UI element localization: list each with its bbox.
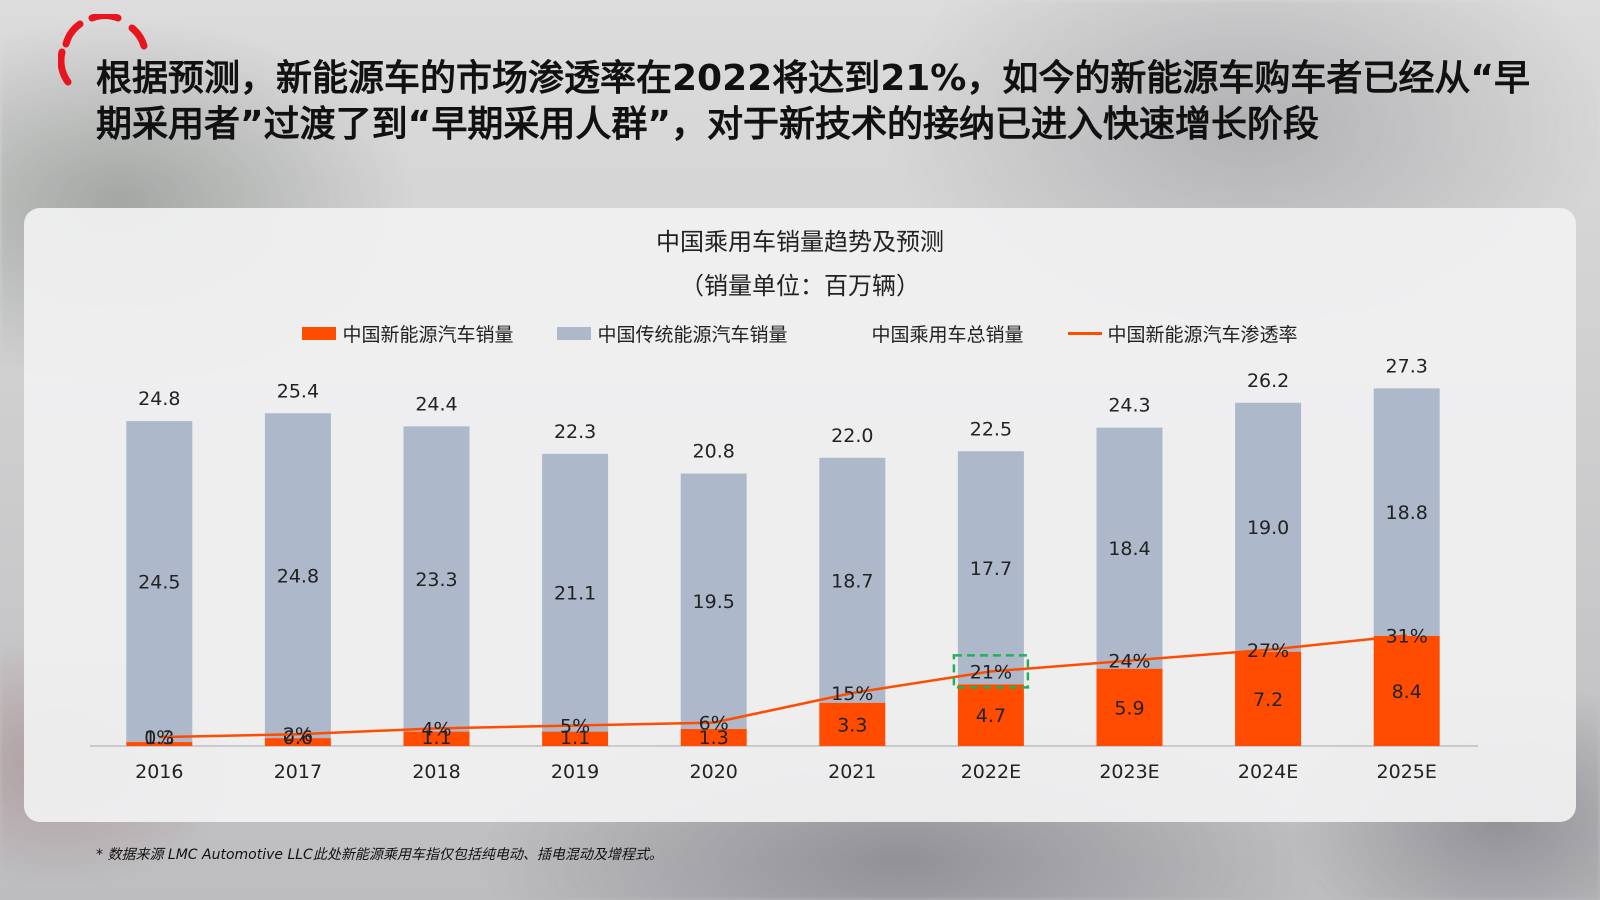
label-total-2020: 20.8	[693, 441, 735, 463]
label-rate-2018: 4%	[421, 718, 451, 740]
label-total-2024E: 26.2	[1247, 370, 1289, 392]
label-nev-2025E: 8.4	[1392, 681, 1422, 703]
title-accent-mark	[58, 14, 148, 86]
bar-ice-2024E	[1235, 402, 1302, 652]
label-ice-2018: 23.3	[415, 569, 457, 591]
bar-nev-2019	[542, 731, 609, 746]
label-total-2022E: 22.5	[970, 418, 1012, 440]
chart-legend: 中国新能源汽车销量 中国传统能源汽车销量 中国乘用车总销量 中国新能源汽车渗透率	[24, 320, 1576, 347]
legend-label-total: 中国乘用车总销量	[871, 324, 1024, 346]
chart-panel: 中国乘用车销量趋势及预测 （销量单位：百万辆） 中国新能源汽车销量 中国传统能源…	[24, 208, 1576, 822]
label-nev-2016: 0.3	[144, 727, 174, 749]
highlight-box-2022E	[952, 654, 1030, 689]
legend-label-rate: 中国新能源汽车渗透率	[1107, 324, 1298, 346]
bar-ice-2022E	[957, 451, 1024, 685]
bar-ice-2020	[680, 473, 747, 729]
label-rate-2016: 1%	[144, 727, 174, 749]
legend-item-total: 中国乘用车总销量	[832, 320, 1024, 347]
bar-ice-2016	[126, 421, 193, 743]
tick-label-2021: 2021	[828, 761, 876, 783]
tick-label-2022E: 2022E	[961, 761, 1021, 783]
label-ice-2019: 21.1	[554, 583, 596, 605]
legend-label-ice: 中国传统能源汽车销量	[597, 324, 788, 346]
bar-ice-2025E	[1373, 388, 1440, 636]
legend-swatch-ice	[557, 327, 592, 340]
label-total-2019: 22.3	[554, 421, 596, 443]
label-rate-2021: 15%	[831, 683, 873, 705]
bar-ice-2019	[542, 453, 609, 732]
tick-label-2018: 2018	[412, 761, 460, 783]
label-total-2021: 22.0	[831, 425, 873, 447]
chart-plot: 24.8 24.5 0.3 2016 25.4 24.8 0.6 2017 24.4 23.3 1.…	[90, 355, 1478, 783]
tick-label-2023E: 2023E	[1099, 761, 1159, 783]
label-total-2018: 24.4	[415, 393, 457, 415]
bar-nev-2021	[819, 702, 886, 746]
label-rate-2023E: 24%	[1108, 651, 1150, 673]
label-rate-2025E: 31%	[1386, 625, 1428, 647]
source-footnote: * 数据来源 LMC Automotive LLC此处新能源乘用车指仅包括纯电动…	[96, 847, 663, 863]
legend-swatch-nev	[302, 327, 337, 340]
label-nev-2020: 1.3	[699, 727, 729, 749]
legend-item-ice: 中国传统能源汽车销量	[557, 320, 788, 347]
label-nev-2023E: 5.9	[1114, 697, 1144, 719]
chart-title: 中国乘用车销量趋势及预测	[656, 228, 944, 256]
label-ice-2023E: 18.4	[1108, 538, 1150, 560]
label-ice-2020: 19.5	[693, 591, 735, 613]
tick-label-2024E: 2024E	[1238, 761, 1298, 783]
label-ice-2017: 24.8	[277, 566, 319, 588]
label-rate-2024E: 27%	[1247, 640, 1289, 662]
label-rate-2019: 5%	[560, 716, 590, 738]
label-nev-2021: 3.3	[837, 714, 867, 736]
label-total-2025E: 27.3	[1386, 355, 1428, 377]
label-total-2017: 25.4	[277, 380, 319, 402]
tick-label-2017: 2017	[274, 761, 322, 783]
label-ice-2016: 24.5	[138, 572, 180, 594]
label-ice-2022E: 17.7	[970, 558, 1012, 580]
legend-item-nev: 中国新能源汽车销量	[302, 320, 513, 347]
legend-swatch-rate	[1067, 332, 1102, 335]
tick-label-2020: 2020	[690, 761, 738, 783]
bar-nev-2024E	[1235, 651, 1302, 746]
bar-ice-2021	[819, 457, 886, 703]
bar-nev-2018	[403, 731, 470, 746]
tick-label-2019: 2019	[551, 761, 599, 783]
tick-label-2016: 2016	[135, 761, 183, 783]
bar-ice-2018	[403, 426, 470, 732]
label-nev-2019: 1.1	[560, 727, 590, 749]
bar-nev-2023E	[1096, 668, 1163, 746]
bar-nev-2016	[126, 742, 193, 746]
label-total-2023E: 24.3	[1108, 395, 1150, 417]
label-nev-2017: 0.6	[283, 727, 313, 749]
legend-label-nev: 中国新能源汽车销量	[342, 324, 514, 346]
label-ice-2024E: 19.0	[1247, 517, 1289, 539]
page-title: 根据预测，新能源车的市场渗透率在2022将达到21%，如今的新能源车购车者已经从…	[96, 58, 1531, 145]
label-rate-2022E: 21%	[970, 661, 1012, 683]
label-ice-2021: 18.7	[831, 570, 873, 592]
label-nev-2024E: 7.2	[1253, 689, 1283, 711]
rate-line	[159, 634, 1407, 739]
label-nev-2022E: 4.7	[976, 705, 1006, 727]
label-ice-2025E: 18.8	[1386, 502, 1428, 524]
label-total-2016: 24.8	[138, 388, 180, 410]
bar-ice-2017	[264, 413, 331, 739]
bar-nev-2025E	[1373, 635, 1440, 746]
chart-subtitle: （销量单位：百万辆）	[680, 272, 920, 300]
label-rate-2017: 2%	[283, 724, 313, 746]
bar-nev-2022E	[957, 684, 1024, 746]
tick-label-2025E: 2025E	[1377, 761, 1437, 783]
label-nev-2018: 1.1	[421, 727, 451, 749]
label-rate-2020: 6%	[699, 713, 729, 735]
bar-nev-2017	[264, 738, 331, 746]
bar-nev-2020	[680, 728, 747, 746]
bar-ice-2023E	[1096, 427, 1163, 669]
legend-item-rate: 中国新能源汽车渗透率	[1067, 320, 1298, 347]
